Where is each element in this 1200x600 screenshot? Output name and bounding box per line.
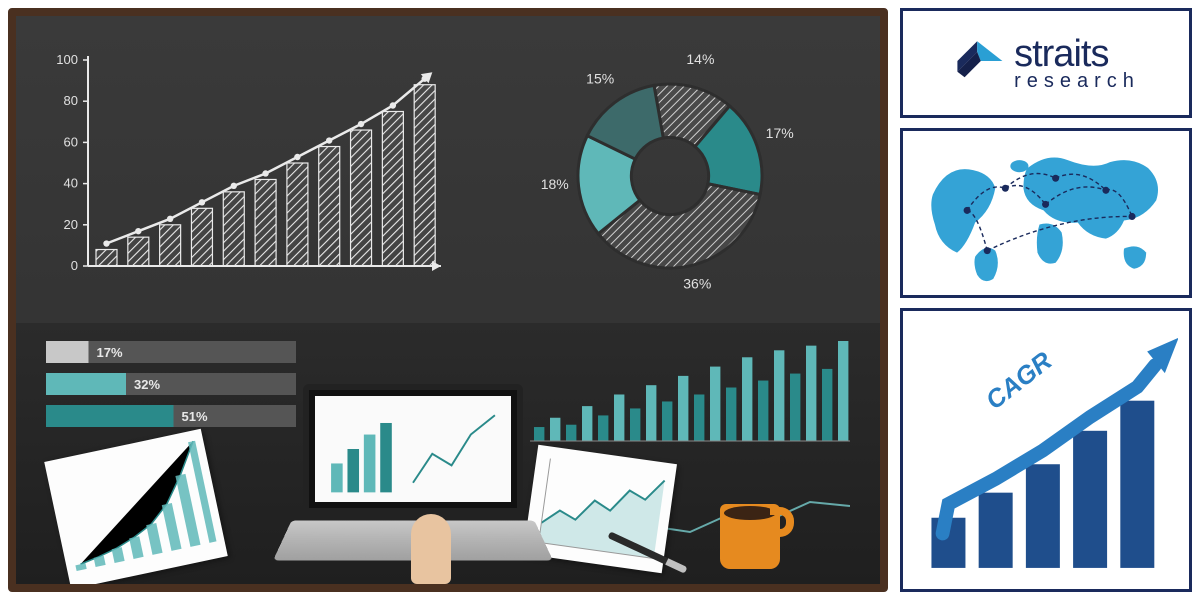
svg-text:40: 40 — [64, 176, 78, 191]
cagr-chart: CAGR — [914, 322, 1177, 578]
svg-text:17%: 17% — [766, 125, 794, 141]
market-share-pie-chart: 14% 17% 36% 18% 15% — [490, 36, 850, 296]
world-map-icon — [914, 138, 1177, 289]
svg-text:14%: 14% — [686, 51, 714, 67]
progress-hbar-chart: 17% 32% 51% — [46, 335, 306, 445]
brand-name-sub: research — [1014, 71, 1140, 91]
brand-logo-box: straits research — [900, 8, 1192, 118]
svg-text:17%: 17% — [97, 345, 123, 360]
hand-icon — [411, 514, 451, 584]
brand-name-main: straits — [1014, 35, 1140, 73]
svg-text:80: 80 — [64, 93, 78, 108]
sidebar: straits research CAGR — [900, 8, 1192, 592]
svg-text:60: 60 — [64, 134, 78, 149]
svg-text:20: 20 — [64, 217, 78, 232]
desk-area: 17% 32% 51% — [16, 323, 880, 584]
cagr-chart-box: CAGR — [900, 308, 1192, 592]
svg-text:51%: 51% — [182, 409, 208, 424]
trend-column-chart — [530, 323, 850, 443]
svg-text:18%: 18% — [541, 176, 569, 192]
svg-text:0: 0 — [71, 258, 78, 273]
world-map-box — [900, 128, 1192, 298]
svg-text:36%: 36% — [683, 276, 711, 292]
growth-bar-chart: 0 20 40 60 80 100 — [46, 46, 446, 286]
svg-text:15%: 15% — [586, 70, 614, 86]
svg-text:32%: 32% — [134, 377, 160, 392]
coffee-mug-icon — [720, 489, 790, 569]
report-paper-area-chart — [44, 429, 228, 589]
cagr-label: CAGR — [981, 347, 1058, 416]
svg-text:100: 100 — [56, 52, 78, 67]
main-infographic-panel: 0 20 40 60 80 100 14% 17% 36% 18% 15% 17% 32% 51% — [8, 8, 888, 592]
brand-mark-icon — [952, 34, 1006, 93]
